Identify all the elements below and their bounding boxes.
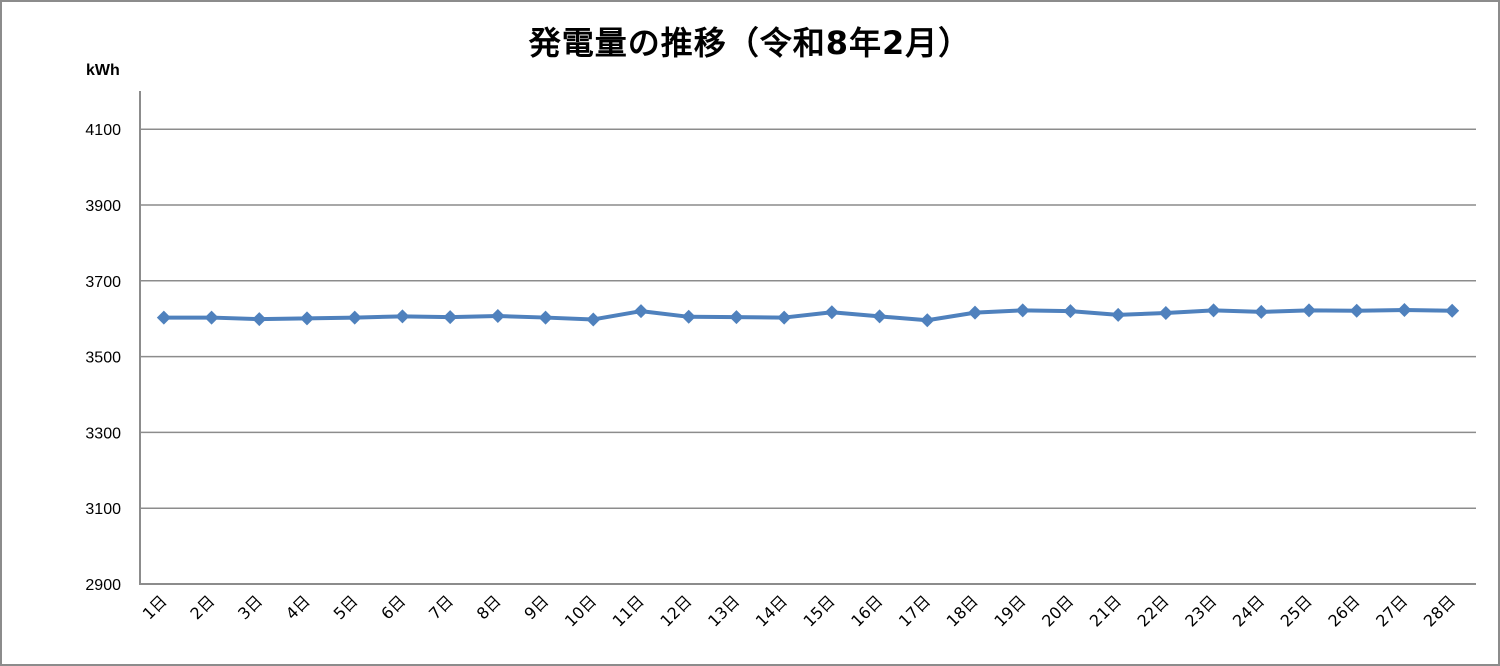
x-tick-label: 13日 [704,591,743,630]
data-point-diamond [252,312,267,327]
x-tick-label: 18日 [943,591,982,630]
x-tick-label: 1日 [139,591,171,623]
data-point-diamond [1206,303,1221,318]
data-point-diamond [920,313,935,328]
x-tick-label: 16日 [847,591,886,630]
x-tick-label: 8日 [473,591,505,623]
data-point-diamond [968,305,982,320]
data-point-diamond [1158,306,1173,321]
data-point-diamond [395,309,410,324]
data-point-diamond [300,311,314,326]
x-tick-label: 14日 [752,591,791,630]
x-tick-label: 12日 [656,591,695,630]
x-tick-label: 11日 [609,591,648,630]
x-tick-label: 22日 [1134,591,1173,630]
x-tick-label: 15日 [800,591,839,630]
x-tick-label: 21日 [1086,591,1125,630]
y-tick-label: 3100 [85,501,121,518]
gridlines [140,128,1476,509]
x-tick-label: 4日 [282,591,314,623]
series-line [163,307,1453,323]
x-tick-label: 24日 [1229,591,1268,630]
data-point-diamond [1302,303,1316,318]
data-point-diamond [347,310,362,325]
data-point-diamond [443,310,458,325]
data-point-diamond [1445,303,1460,318]
data-point-diamond [1397,302,1412,317]
x-tick-label: 28日 [1420,591,1459,630]
data-point-diamond [872,309,887,324]
x-tick-label: 20日 [1038,591,1077,630]
data-point-diamond [729,310,744,325]
data-point-diamond [681,309,696,324]
x-tick-label: 23日 [1181,591,1220,630]
y-tick-label: 3900 [85,198,121,215]
x-tick-label: 7日 [425,591,457,623]
data-point-diamond [538,310,553,325]
data-point-diamond [1254,304,1269,319]
x-tick-label: 3日 [234,591,266,623]
data-point-diamond [204,310,219,325]
x-tick-label: 2日 [186,591,218,623]
data-point-diamond [586,312,601,327]
x-tick-label: 27日 [1372,591,1411,630]
y-tick-label: 4100 [85,122,121,139]
y-tick-label: 2900 [85,577,121,594]
x-tick-label: 25日 [1277,591,1316,630]
data-point-diamond [1111,307,1126,322]
y-tick-label: 3300 [85,425,121,442]
chart-title: 発電量の推移（令和8年2月） [528,24,972,62]
data-point-diamond [1349,303,1364,318]
x-tick-label: 26日 [1324,591,1363,630]
data-point-diamond [490,309,505,324]
y-axis-unit-label: kWh [86,62,120,79]
y-tick-label: 3700 [85,274,121,291]
x-tick-label: 9日 [520,591,552,623]
data-point-diamond [1063,304,1078,319]
x-tick-label: 10日 [561,591,600,630]
x-tick-label: 19日 [990,591,1029,630]
x-axis: 1日 2日 3日 4日 5日 6日 7日 8日 9日 10日 11日 12日 13日 14日 15日 16日 1… [139,583,1476,631]
y-tick-label: 3500 [85,350,121,367]
x-tick-label: 5日 [330,591,362,623]
data-point-diamond [777,310,792,325]
data-point-diamond [824,305,839,320]
data-point-diamond [156,310,171,325]
x-tick-label: 6日 [377,591,409,623]
data-series [156,302,1460,328]
y-axis: 2900 3100 3300 3500 3700 3900 4100 [85,91,141,594]
x-tick-label: 17日 [895,591,934,630]
data-point-diamond [1015,303,1030,318]
data-point-diamond [634,304,648,319]
